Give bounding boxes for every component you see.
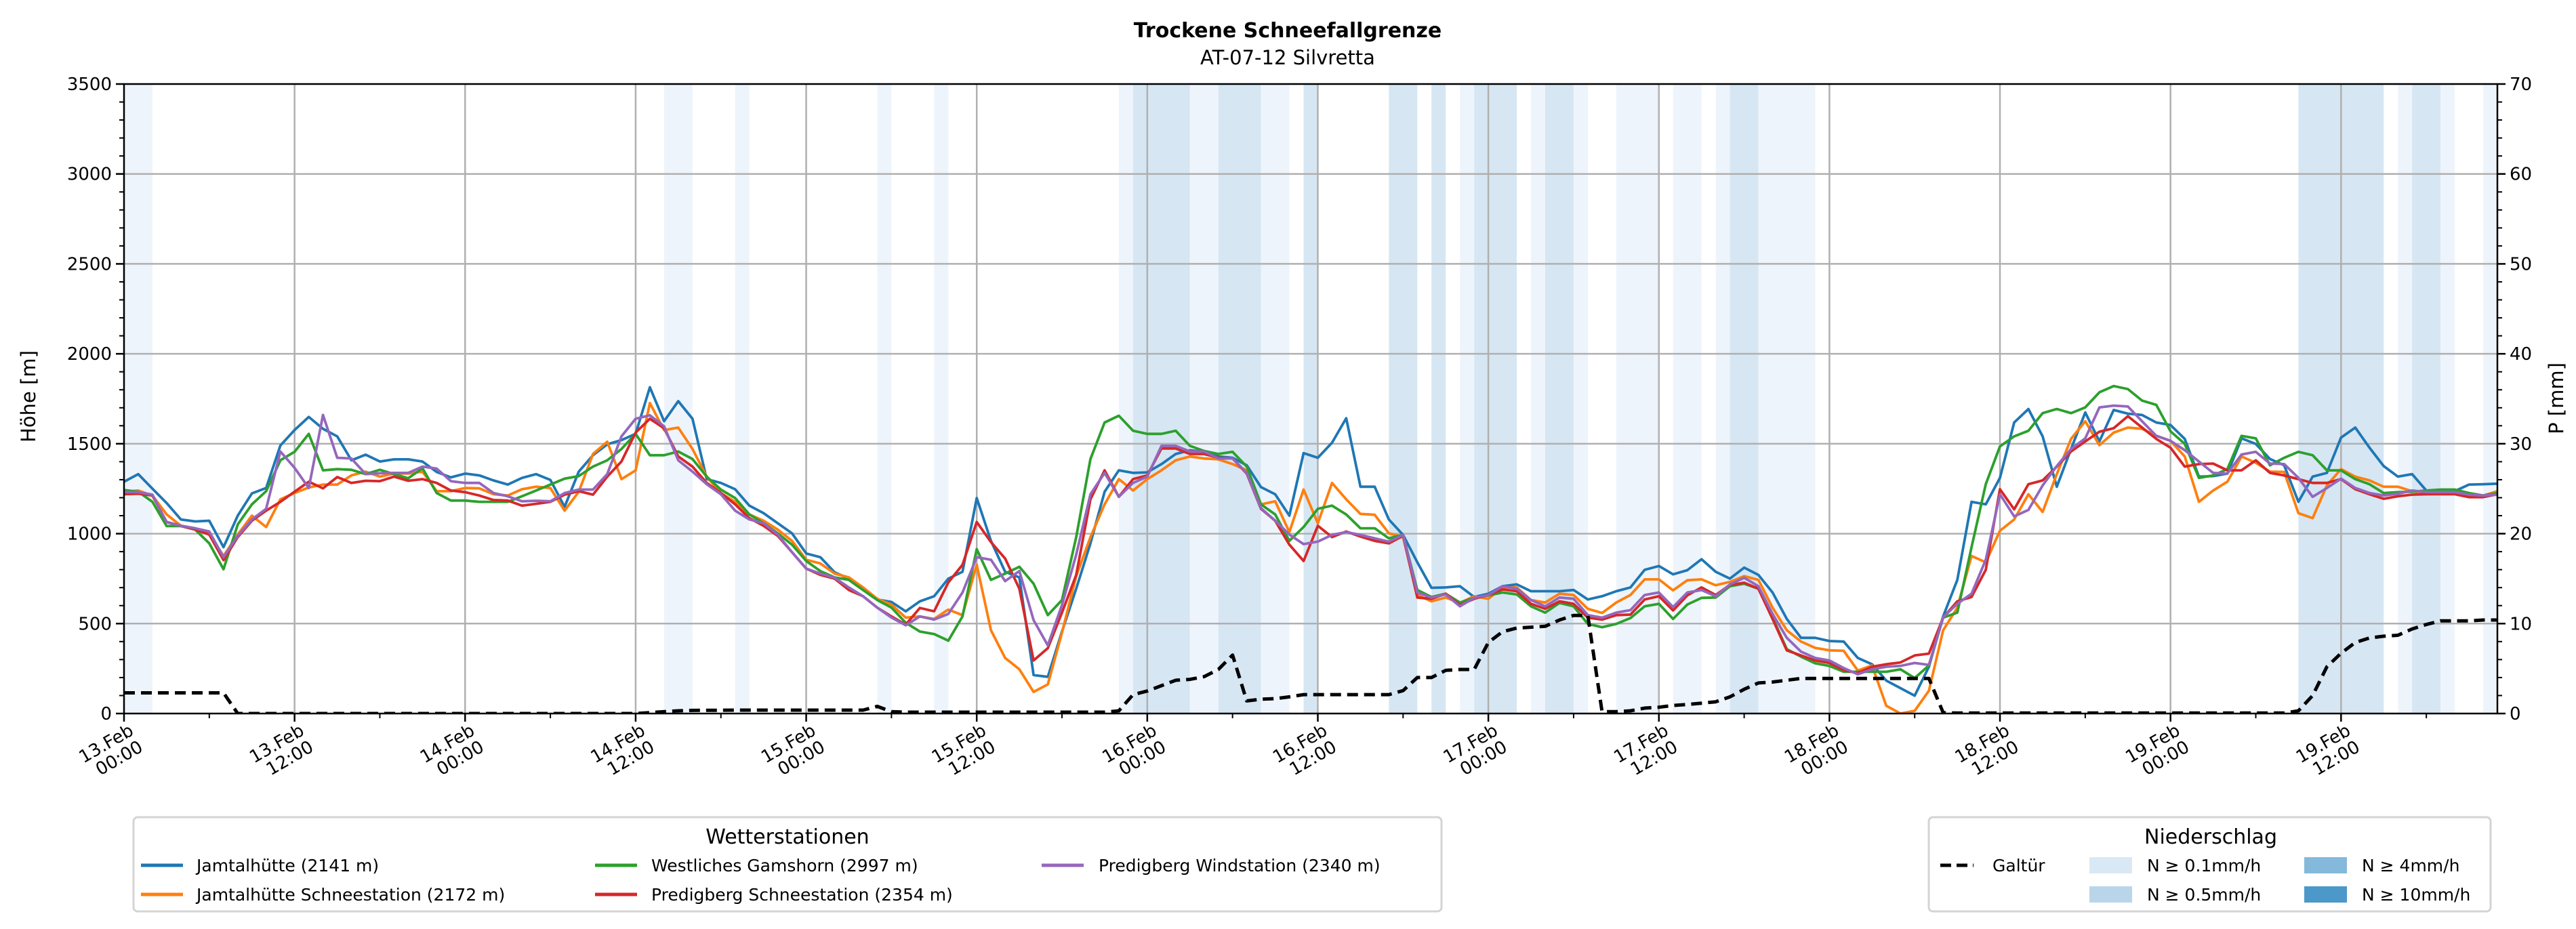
- precip-band: [124, 84, 152, 714]
- precip-band: [1189, 84, 1219, 714]
- precip-band: [1531, 84, 1546, 714]
- y-tick-label: 500: [78, 614, 112, 634]
- legend-swatch-precip-10: [2304, 886, 2347, 903]
- legend-swatch-precip-4: [2304, 857, 2347, 873]
- precip-band: [1673, 84, 1702, 714]
- y-tick-label: 3500: [67, 75, 112, 95]
- series-line-westliches-gamshorn-2997-m: [124, 384, 2497, 680]
- precip-band: [1460, 84, 1475, 714]
- precip-band: [735, 84, 750, 714]
- y-tick-label: 3000: [67, 165, 112, 185]
- y2-tick-label: 70: [2510, 75, 2532, 95]
- legend-label-gamshorn: Westliches Gamshorn (2997 m): [651, 856, 918, 875]
- y-tick-label: 2500: [67, 254, 112, 274]
- chart-subtitle: AT-07-12 Silvretta: [1200, 46, 1375, 69]
- y2-axis-label: P [mm]: [2545, 363, 2568, 434]
- y-tick-label: 0: [100, 704, 112, 724]
- y-tick-label: 2000: [67, 344, 112, 365]
- precip-band: [1616, 84, 1659, 714]
- y2-tick-label: 20: [2510, 524, 2532, 545]
- y2-tick-label: 10: [2510, 614, 2532, 634]
- precip-band: [663, 84, 693, 714]
- legend-label-galtuer: Galtür: [1992, 856, 2045, 875]
- y2-tick-label: 40: [2510, 344, 2532, 365]
- series-line-predigberg-windstation-2340-m: [124, 404, 2497, 676]
- precip-band: [1573, 84, 1588, 714]
- precip-band: [1261, 84, 1290, 714]
- legend-label-jamtalhuette-schnee: Jamtalhütte Schneestation (2172 m): [195, 885, 505, 905]
- precip-band: [1218, 84, 1261, 714]
- precip-band: [1431, 84, 1446, 714]
- precip-band: [1474, 84, 1517, 714]
- series-line-jamtalh-tte-schneestation-2172-m: [124, 402, 2497, 714]
- precip-band: [1118, 84, 1133, 714]
- legend-precipitation: Niederschlag Galtür N ≥ 0.1mm/h N ≥ 0.5m…: [1927, 816, 2492, 913]
- plot-frame: [123, 83, 2499, 715]
- legend-swatch-precip-0-1: [2089, 857, 2132, 873]
- precip-band: [2412, 84, 2441, 714]
- grid: [124, 84, 2497, 714]
- legend-label-precip-0-1: N ≥ 0.1mm/h: [2147, 856, 2261, 875]
- legend-label-precip-10: N ≥ 10mm/h: [2362, 885, 2470, 905]
- legend-title: Wetterstationen: [706, 825, 869, 849]
- legend-label-precip-4: N ≥ 4mm/h: [2362, 856, 2459, 875]
- legend-label-predigberg-schnee: Predigberg Schneestation (2354 m): [651, 885, 953, 905]
- precip-band: [1730, 84, 1759, 714]
- legend-label-precip-0-5: N ≥ 0.5mm/h: [2147, 885, 2261, 905]
- precip-band: [2440, 84, 2455, 714]
- legend-title: Niederschlag: [2144, 825, 2277, 849]
- precip-band: [1132, 84, 1190, 714]
- legend-label-predigberg-wind: Predigberg Windstation (2340 m): [1099, 856, 1381, 875]
- chart-title: Trockene Schneefallgrenze: [1134, 19, 1442, 43]
- y2-tick-label: 60: [2510, 165, 2532, 185]
- precip-band: [1389, 84, 1418, 714]
- legend-swatch-precip-0-5: [2089, 886, 2132, 903]
- legend-box: [132, 816, 1443, 913]
- precip-band: [2398, 84, 2413, 714]
- precip-band: [934, 84, 949, 714]
- y2-tick-label: 50: [2510, 254, 2532, 274]
- y-axis-label: Höhe [m]: [17, 350, 40, 442]
- series-line-jamtalh-tte-2141-m: [124, 386, 2497, 697]
- precipitation-bands: [124, 84, 2497, 714]
- precip-band: [877, 84, 892, 714]
- y2-tick-label: 0: [2510, 704, 2521, 724]
- precip-band: [2483, 84, 2497, 714]
- precip-band: [1303, 84, 1318, 714]
- legend-box: [1927, 816, 2492, 913]
- y-tick-label: 1000: [67, 524, 112, 545]
- precip-band: [1715, 84, 1730, 714]
- legend-stations: Wetterstationen Jamtalhütte (2141 m) Jam…: [132, 816, 1443, 913]
- series-lines: [124, 384, 2497, 714]
- legend-label-jamtalhuette: Jamtalhütte (2141 m): [195, 856, 379, 875]
- y2-tick-label: 30: [2510, 434, 2532, 455]
- y-tick-label: 1500: [67, 434, 112, 455]
